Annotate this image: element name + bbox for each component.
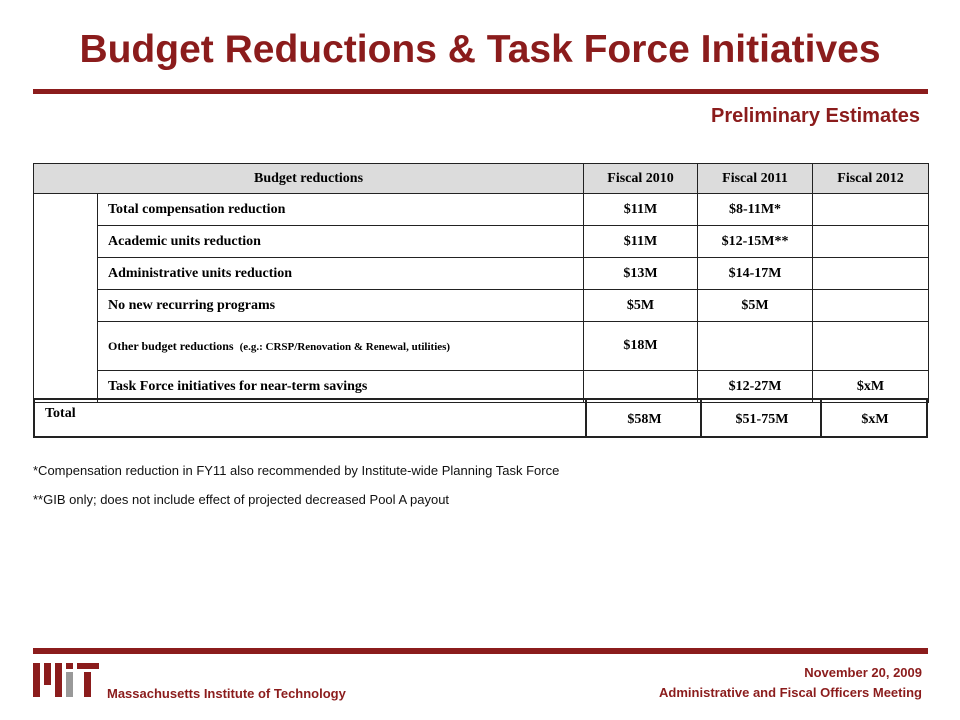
title-rule bbox=[33, 89, 928, 94]
footnote: *Compensation reduction in FY11 also rec… bbox=[33, 463, 560, 478]
row: No new recurring programs $5M $5M bbox=[34, 289, 930, 322]
total-row: Total $58M $51-75M $xM bbox=[33, 398, 928, 438]
row-label: Task Force initiatives for near-term sav… bbox=[96, 370, 585, 403]
subtitle: Preliminary Estimates bbox=[711, 105, 920, 127]
cell: $8-11M* bbox=[697, 193, 814, 226]
cell bbox=[583, 370, 699, 403]
row-label: Total compensation reduction bbox=[96, 193, 585, 226]
cell bbox=[812, 225, 930, 258]
cell: $11M bbox=[583, 193, 699, 226]
column-header: Fiscal 2011 bbox=[697, 163, 814, 194]
label-note: (e.g.: CRSP/Renovation & Renewal, utilit… bbox=[239, 340, 451, 353]
total-label: Total bbox=[45, 406, 76, 421]
title: Budget Reductions & Task Force Initiativ… bbox=[79, 28, 881, 71]
footer-date: November 20, 2009 bbox=[804, 665, 922, 680]
cell: $13M bbox=[583, 257, 699, 290]
row: Task Force initiatives for near-term sav… bbox=[34, 370, 930, 403]
row-label: No new recurring programs bbox=[96, 289, 585, 322]
column-header: Budget reductions bbox=[32, 163, 585, 194]
row-label: Administrative units reduction bbox=[96, 257, 585, 290]
row-label: Academic units reduction bbox=[96, 225, 585, 258]
blank-cell bbox=[33, 193, 98, 403]
cell: $12-15M** bbox=[697, 225, 814, 258]
cell bbox=[812, 257, 930, 290]
budget-table: Budget reductions Fiscal 2010 Fiscal 201… bbox=[32, 163, 930, 403]
cell: $12-27M bbox=[697, 370, 814, 403]
footer-event: Administrative and Fiscal Officers Meeti… bbox=[659, 685, 922, 700]
row-label: Other budget reductions (e.g.: CRSP/Reno… bbox=[96, 321, 585, 371]
cell bbox=[697, 321, 814, 371]
cell bbox=[812, 289, 930, 322]
cell: $58M bbox=[585, 400, 702, 436]
footnote: **GIB only; does not include effect of p… bbox=[33, 492, 450, 507]
cell: $xM bbox=[812, 370, 930, 403]
mit-logo bbox=[33, 663, 99, 697]
cell: $11M bbox=[583, 225, 699, 258]
row: Other budget reductions (e.g.: CRSP/Reno… bbox=[34, 321, 930, 371]
row: Academic units reduction $11M $12-15M** bbox=[34, 225, 930, 258]
column-header: Fiscal 2012 bbox=[812, 163, 930, 194]
label: Other budget reductions bbox=[108, 338, 234, 353]
column-header: Fiscal 2010 bbox=[583, 163, 699, 194]
cell bbox=[812, 321, 930, 371]
cell: $5M bbox=[697, 289, 814, 322]
cell: $14-17M bbox=[697, 257, 814, 290]
organization: Massachusetts Institute of Technology bbox=[107, 686, 346, 701]
header-row: Budget reductions Fiscal 2010 Fiscal 201… bbox=[32, 163, 930, 194]
cell: $18M bbox=[583, 321, 699, 371]
cell: $5M bbox=[583, 289, 699, 322]
cell: $51-75M bbox=[700, 400, 822, 436]
cell bbox=[812, 193, 930, 226]
footer-rule bbox=[33, 648, 928, 654]
cell: $xM bbox=[820, 400, 928, 436]
row: Total compensation reduction $11M $8-11M… bbox=[33, 193, 930, 403]
row: Administrative units reduction $13M $14-… bbox=[34, 257, 930, 290]
